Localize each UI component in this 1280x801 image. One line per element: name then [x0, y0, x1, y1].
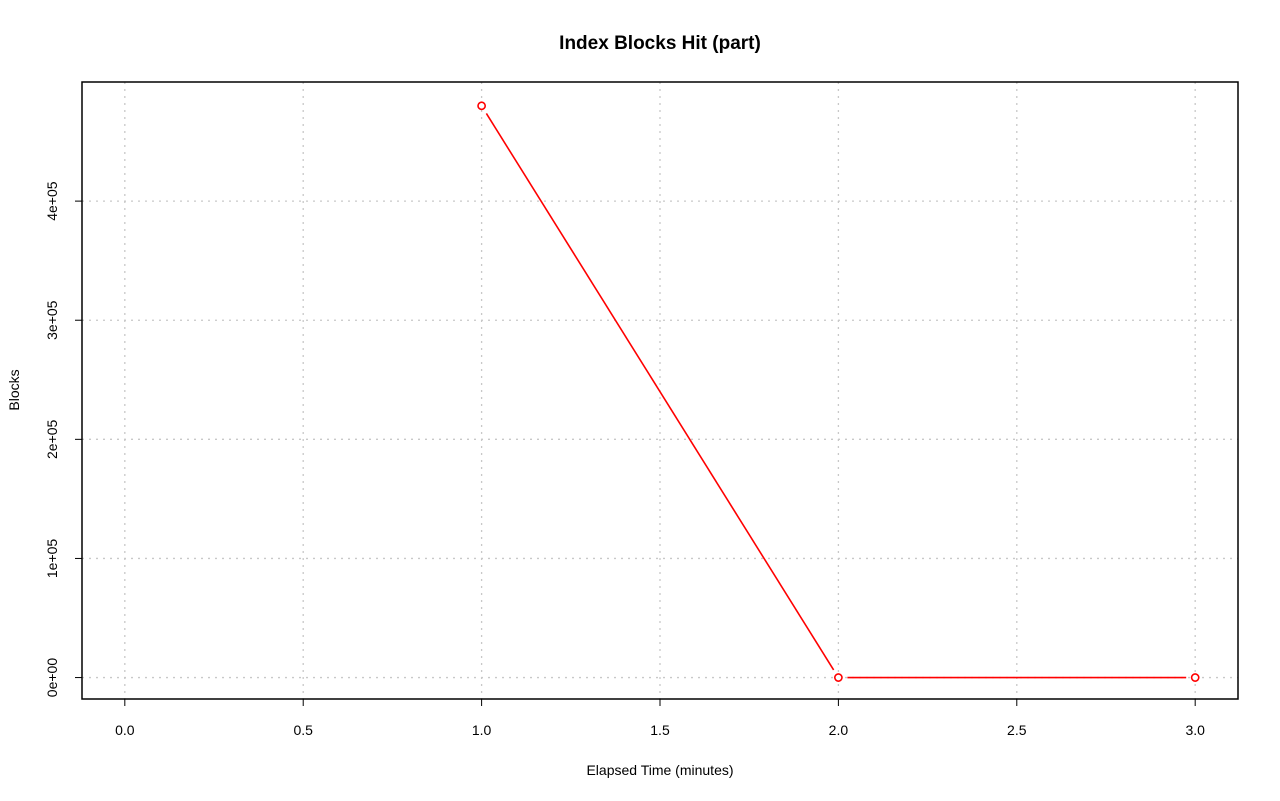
data-point	[477, 101, 487, 111]
x-tick-label: 3.0	[1185, 722, 1205, 738]
x-tick-label: 1.0	[472, 722, 492, 738]
x-axis: 0.0 0.5 1.0 1.5 2.0 2.5 3.0	[115, 699, 1205, 738]
y-axis-label: Blocks	[6, 369, 22, 410]
series-line-segment	[485, 113, 835, 671]
y-tick-label: 4e+05	[44, 181, 60, 221]
x-tick-label: 0.0	[115, 722, 135, 738]
plot-frame	[81, 81, 1239, 700]
x-tick-label: 0.5	[293, 722, 313, 738]
x-tick-label: 2.0	[829, 722, 849, 738]
x-axis-label: Elapsed Time (minutes)	[586, 762, 733, 778]
y-axis: 0e+00 1e+05 2e+05 3e+05 4e+05	[44, 181, 82, 697]
x-tick-label: 2.5	[1007, 722, 1027, 738]
chart-title: Index Blocks Hit (part)	[559, 33, 761, 54]
y-tick-label: 3e+05	[44, 300, 60, 340]
x-tick-label: 1.5	[650, 722, 670, 738]
data-point	[833, 673, 843, 682]
data-point	[1190, 673, 1200, 682]
y-tick-label: 2e+05	[44, 419, 60, 459]
y-tick-label: 1e+05	[44, 539, 60, 579]
y-tick-label: 0e+00	[44, 658, 60, 698]
series-group	[477, 101, 1200, 682]
